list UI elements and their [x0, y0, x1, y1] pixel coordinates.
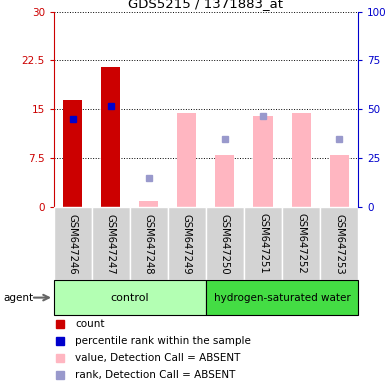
Text: GSM647247: GSM647247 [106, 214, 116, 274]
Bar [101, 67, 121, 207]
Bar [206, 207, 244, 280]
Bar [139, 201, 159, 207]
Text: GSM647249: GSM647249 [182, 214, 192, 274]
Bar [330, 155, 348, 207]
Text: rank, Detection Call = ABSENT: rank, Detection Call = ABSENT [75, 370, 236, 381]
Text: GSM647252: GSM647252 [296, 214, 306, 274]
Bar [130, 207, 168, 280]
Bar [253, 116, 273, 207]
Bar [244, 207, 282, 280]
Text: GSM647253: GSM647253 [334, 214, 344, 274]
Text: count: count [75, 318, 105, 329]
Text: agent: agent [4, 293, 34, 303]
Title: GDS5215 / 1371883_at: GDS5215 / 1371883_at [129, 0, 283, 10]
Text: percentile rank within the sample: percentile rank within the sample [75, 336, 251, 346]
Text: value, Detection Call = ABSENT: value, Detection Call = ABSENT [75, 353, 241, 363]
Bar [54, 280, 206, 315]
Bar [291, 113, 311, 207]
Text: GSM647250: GSM647250 [220, 214, 230, 274]
Bar [216, 155, 234, 207]
Text: GSM647246: GSM647246 [68, 214, 78, 274]
Bar [64, 100, 82, 207]
Bar [168, 207, 206, 280]
Text: GSM647248: GSM647248 [144, 214, 154, 274]
Bar [92, 207, 130, 280]
Text: control: control [110, 293, 149, 303]
Bar [282, 207, 320, 280]
Bar [206, 280, 358, 315]
Text: GSM647251: GSM647251 [258, 214, 268, 274]
Bar [320, 207, 358, 280]
Bar [177, 113, 196, 207]
Bar [54, 207, 92, 280]
Text: hydrogen-saturated water: hydrogen-saturated water [214, 293, 350, 303]
